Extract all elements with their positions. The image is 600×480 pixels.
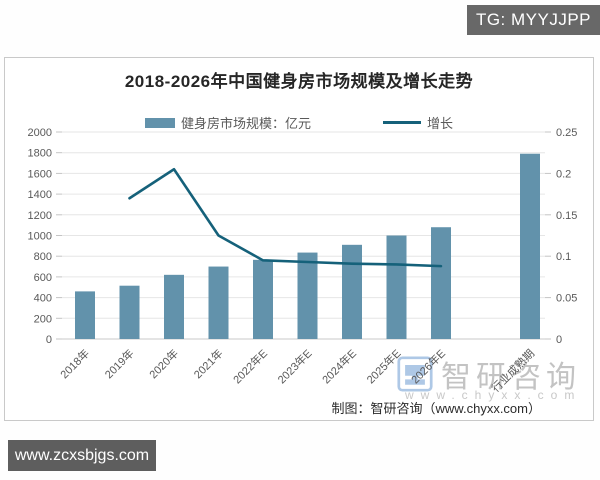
svg-text:1600: 1600 <box>28 168 52 180</box>
tg-contact-badge: TG: MYYJJPP <box>467 5 600 35</box>
svg-text:1200: 1200 <box>28 210 52 222</box>
svg-text:2024年E: 2024年E <box>319 346 359 386</box>
bar-series-swatch-icon <box>144 117 175 128</box>
svg-text:2025年E: 2025年E <box>363 346 403 386</box>
svg-text:0.05: 0.05 <box>556 293 577 305</box>
svg-text:0: 0 <box>556 334 562 346</box>
site-url-badge: www.zcxsbjgs.com <box>8 440 156 471</box>
svg-text:0.1: 0.1 <box>556 251 571 263</box>
svg-text:800: 800 <box>34 251 52 263</box>
svg-text:2020年: 2020年 <box>146 346 181 381</box>
watermark: 智研咨询 <box>397 352 581 396</box>
combo-chart-plot: 0 200 400 600 800 1000 1200 1400 1600 1800 2000 0 0.… <box>28 127 578 395</box>
zhiyan-logo-icon <box>397 356 433 392</box>
svg-text:0.15: 0.15 <box>556 210 577 222</box>
svg-text:1800: 1800 <box>28 148 52 160</box>
svg-text:0.2: 0.2 <box>556 168 571 180</box>
svg-text:1400: 1400 <box>28 189 52 201</box>
watermark-url: www.chyxx.com <box>405 388 582 402</box>
chart-title: 2018-2026年中国健身房市场规模及增长走势 <box>124 72 474 91</box>
legend-item-market-size: 健身房市场规模：亿元 <box>144 113 311 132</box>
svg-text:400: 400 <box>34 293 52 305</box>
svg-text:2000: 2000 <box>28 127 52 139</box>
svg-text:0: 0 <box>46 334 52 346</box>
chart-card: 0 200 400 600 800 1000 1200 1400 1600 1800 2000 0 0.… <box>4 57 594 421</box>
svg-text:2019年: 2019年 <box>102 346 137 381</box>
watermark-brand: 智研咨询 <box>441 361 581 394</box>
legend-item-growth: 增长 <box>383 113 453 132</box>
svg-text:0.25: 0.25 <box>556 127 577 139</box>
legend-label-growth: 增长 <box>427 116 454 131</box>
svg-text:2021年: 2021年 <box>191 346 226 381</box>
svg-text:2022年E: 2022年E <box>230 346 270 386</box>
svg-text:2023年E: 2023年E <box>274 346 314 386</box>
chart-credit: 制图：智研咨询（www.chyxx.com） <box>331 401 541 416</box>
site-url-label: www.zcxsbjgs.com <box>14 446 150 464</box>
legend-label-market-size: 健身房市场规模：亿元 <box>180 116 311 131</box>
svg-text:行业成熟期: 行业成熟期 <box>488 346 537 395</box>
svg-text:2018年: 2018年 <box>57 346 92 381</box>
chart-legend: 健身房市场规模：亿元 增长 <box>5 113 593 132</box>
line-series-swatch-icon <box>383 121 421 124</box>
svg-text:600: 600 <box>34 272 52 284</box>
svg-text:200: 200 <box>34 313 52 325</box>
tg-contact-label: TG: MYYJJPP <box>475 10 592 29</box>
svg-text:2026年E: 2026年E <box>408 346 448 386</box>
svg-text:1000: 1000 <box>28 231 52 243</box>
